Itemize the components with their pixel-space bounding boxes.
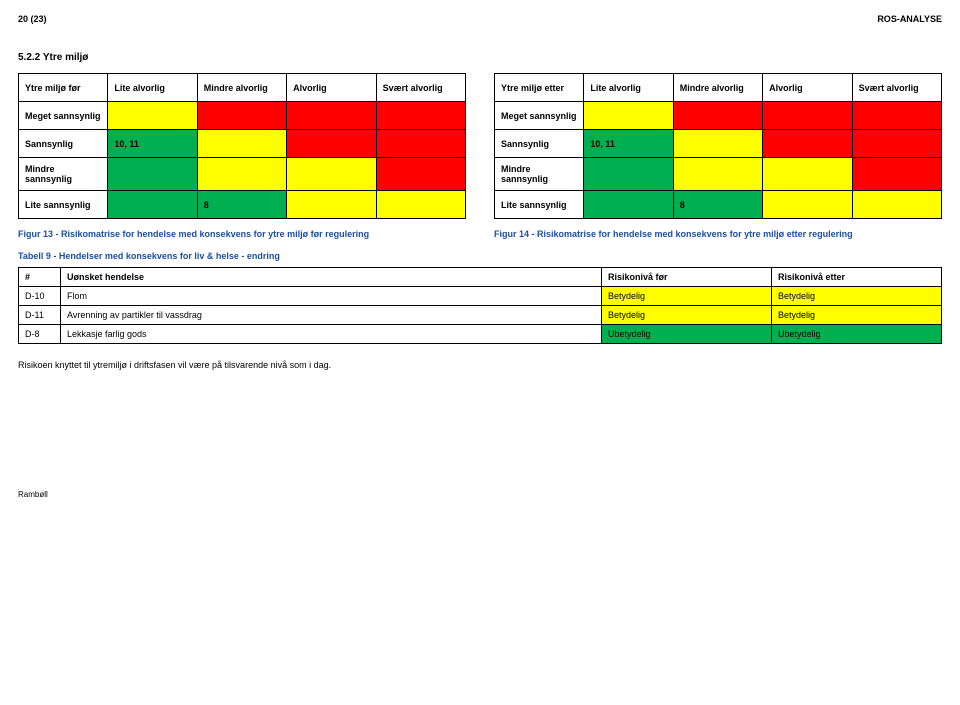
- table-row: D-10FlomBetydeligBetydelig: [19, 287, 942, 306]
- event-after: Betydelig: [772, 287, 942, 306]
- matrix-cell: [852, 102, 941, 130]
- matrix-cell: [108, 102, 197, 130]
- matrix-cell: [584, 102, 673, 130]
- matrix-row-header: Sannsynlig: [495, 130, 584, 158]
- matrix-cell: [673, 158, 762, 191]
- matrix-cell: 10, 11: [584, 130, 673, 158]
- matrix-cell: [287, 191, 376, 219]
- matrix-corner: Ytre miljø etter: [495, 74, 584, 102]
- event-after: Betydelig: [772, 306, 942, 325]
- event-before: Betydelig: [602, 287, 772, 306]
- table-row: D-8Lekkasje farlig godsUbetydeligUbetyde…: [19, 325, 942, 344]
- event-desc: Avrenning av partikler til vassdrag: [61, 306, 602, 325]
- caption-right: Figur 14 - Risikomatrise for hendelse me…: [494, 229, 942, 239]
- matrix-cell: [376, 191, 465, 219]
- matrix-col-header: Svært alvorlig: [376, 74, 465, 102]
- page-header: 20 (23) ROS-ANALYSE: [18, 14, 942, 24]
- matrix-cell: [376, 130, 465, 158]
- matrix-col-header: Mindre alvorlig: [197, 74, 286, 102]
- section-heading: 5.2.2 Ytre miljø: [18, 52, 942, 63]
- footer-brand: Rambøll: [18, 490, 942, 499]
- matrix-col-header: Alvorlig: [287, 74, 376, 102]
- matrix-row-header: Meget sannsynlig: [495, 102, 584, 130]
- table-row: D-11Avrenning av partikler til vassdragB…: [19, 306, 942, 325]
- matrix-cell: [852, 158, 941, 191]
- matrix-cell: [852, 130, 941, 158]
- matrix-row-header: Meget sannsynlig: [19, 102, 108, 130]
- matrix-col-header: Svært alvorlig: [852, 74, 941, 102]
- matrix-cell: [763, 130, 852, 158]
- event-id: D-8: [19, 325, 61, 344]
- matrix-col-header: Mindre alvorlig: [673, 74, 762, 102]
- event-before: Betydelig: [602, 306, 772, 325]
- matrix-col-header: Alvorlig: [763, 74, 852, 102]
- events-header: Uønsket hendelse: [61, 268, 602, 287]
- event-desc: Flom: [61, 287, 602, 306]
- matrix-cell: [287, 102, 376, 130]
- event-before: Ubetydelig: [602, 325, 772, 344]
- matrix-cell: [287, 130, 376, 158]
- matrix-cell: [763, 102, 852, 130]
- events-header: #: [19, 268, 61, 287]
- matrix-captions: Figur 13 - Risikomatrise for hendelse me…: [18, 229, 942, 239]
- events-header: Risikonivå før: [602, 268, 772, 287]
- matrix-row-header: Lite sannsynlig: [495, 191, 584, 219]
- event-id: D-10: [19, 287, 61, 306]
- matrix-cell: [673, 130, 762, 158]
- matrix-cell: [763, 191, 852, 219]
- matrix-row-header: Sannsynlig: [19, 130, 108, 158]
- risk-matrix-after: Ytre miljø etterLite alvorligMindre alvo…: [494, 73, 942, 219]
- document-title: ROS-ANALYSE: [877, 14, 942, 24]
- matrix-row-header: Lite sannsynlig: [19, 191, 108, 219]
- risk-matrix-before: Ytre miljø førLite alvorligMindre alvorl…: [18, 73, 466, 219]
- matrix-cell: [197, 158, 286, 191]
- matrix-cell: [584, 191, 673, 219]
- table-caption: Tabell 9 - Hendelser med konsekvens for …: [18, 251, 942, 261]
- matrix-col-header: Lite alvorlig: [108, 74, 197, 102]
- page-number: 20 (23): [18, 14, 47, 24]
- events-header: Risikonivå etter: [772, 268, 942, 287]
- events-table: #Uønsket hendelseRisikonivå førRisikoniv…: [18, 267, 942, 344]
- matrix-cell: [197, 102, 286, 130]
- matrix-before: Ytre miljø førLite alvorligMindre alvorl…: [18, 73, 466, 219]
- matrix-cell: [673, 102, 762, 130]
- matrices-container: Ytre miljø førLite alvorligMindre alvorl…: [18, 73, 942, 219]
- caption-left: Figur 13 - Risikomatrise for hendelse me…: [18, 229, 466, 239]
- matrix-cell: [376, 102, 465, 130]
- matrix-cell: 8: [673, 191, 762, 219]
- matrix-cell: [584, 158, 673, 191]
- matrix-col-header: Lite alvorlig: [584, 74, 673, 102]
- event-after: Ubetydelig: [772, 325, 942, 344]
- matrix-cell: 8: [197, 191, 286, 219]
- event-id: D-11: [19, 306, 61, 325]
- matrix-row-header: Mindre sannsynlig: [495, 158, 584, 191]
- footnote-text: Risikoen knyttet til ytremiljø i driftsf…: [18, 360, 942, 370]
- matrix-cell: [197, 130, 286, 158]
- matrix-corner: Ytre miljø før: [19, 74, 108, 102]
- matrix-cell: [376, 158, 465, 191]
- matrix-cell: [287, 158, 376, 191]
- matrix-cell: [763, 158, 852, 191]
- event-desc: Lekkasje farlig gods: [61, 325, 602, 344]
- matrix-row-header: Mindre sannsynlig: [19, 158, 108, 191]
- matrix-cell: [108, 158, 197, 191]
- matrix-cell: [108, 191, 197, 219]
- matrix-cell: [852, 191, 941, 219]
- matrix-cell: 10, 11: [108, 130, 197, 158]
- matrix-after: Ytre miljø etterLite alvorligMindre alvo…: [494, 73, 942, 219]
